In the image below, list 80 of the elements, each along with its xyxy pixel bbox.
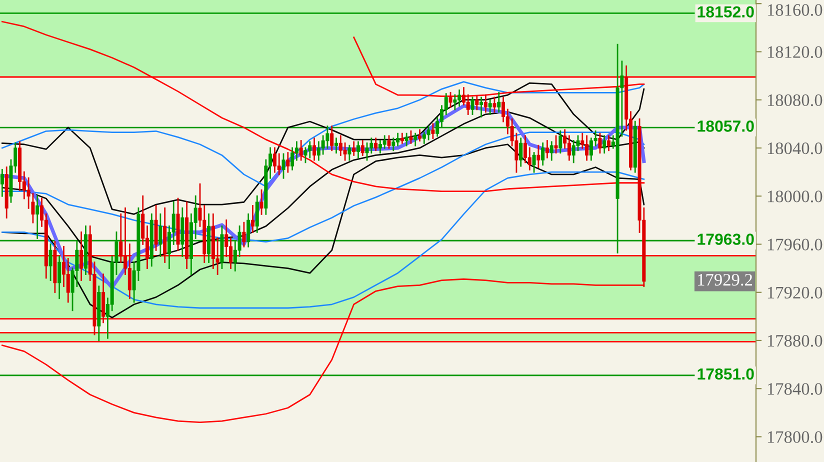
candlestick [387,135,391,149]
candlestick [312,138,316,161]
candlestick [370,138,374,154]
candlestick [484,94,488,113]
candlestick [528,147,532,170]
candlestick [497,92,501,113]
candlestick [400,132,404,144]
candlestick [470,96,474,115]
line-series [2,111,645,263]
candlestick [480,96,484,118]
candlestick [330,126,334,152]
candlestick [343,142,347,161]
line-series [2,171,645,309]
candlestick [304,147,308,164]
candlestick [414,132,418,146]
candlestick [554,135,558,154]
candlestick [360,140,364,156]
candlestick [250,205,254,233]
candlestick [277,153,281,176]
y-tick-label: 17800.0 [768,431,822,444]
candlestick [602,135,606,154]
candlestick [567,135,571,161]
candlestick [58,256,62,300]
candlestick [545,140,549,158]
candlestick [290,147,294,170]
candlestick [502,96,506,122]
line-series [2,81,645,188]
candlestick [448,92,452,108]
candlestick [404,132,408,146]
candlestick [348,144,352,161]
candlestick [242,222,246,248]
candlestick [392,138,396,152]
y-tick-label: 18160.0 [768,4,822,16]
candlestick [356,141,360,158]
y-tick-label: 17880.0 [768,334,822,347]
candlestick [334,138,338,154]
y-tick-label: 18120.0 [768,46,822,58]
candlestick [431,123,435,140]
candlestick [607,135,611,152]
candlestick [128,244,132,300]
y-tick-label: 18040.0 [768,142,822,154]
candlestick [0,168,4,197]
candlestick [532,152,536,173]
ref-line-label: 17963.0 [698,234,754,245]
candlestick [418,129,422,142]
candlestick [352,141,356,156]
candlestick [550,141,554,161]
candlestick [492,96,496,113]
candlestick [598,132,602,154]
candlestick [453,94,457,110]
ref-line-label: 18152.0 [698,6,754,18]
candlestick [48,244,52,282]
y-tick-label: 17960.0 [768,238,822,251]
candlestick [541,142,545,166]
candlestick [299,140,303,161]
candlestick [286,152,290,173]
candlestick [80,232,84,282]
candlestick [374,138,378,152]
line-series [2,82,645,215]
y-tick-label: 18080.0 [768,94,822,106]
candlestick [260,189,264,215]
candlestick [558,130,562,154]
ref-line-label: 17851.0 [698,368,754,380]
y-tick-label: 17840.0 [768,383,822,395]
candlestick [409,130,413,144]
candlestick [475,96,479,110]
candlestick [488,99,492,115]
y-tick-label: 17920.0 [768,286,822,299]
candlestick [466,94,470,115]
line-series [2,132,645,243]
ref-line-label: 18057.0 [698,120,754,132]
candlestick [282,153,286,179]
candlestick [536,144,540,168]
candlestick [66,258,70,303]
candlestick [572,140,576,164]
candlestick [321,135,325,155]
candlestick [382,135,386,149]
candlestick [519,138,523,167]
y-tick-label: 18000.0 [768,190,822,202]
annotation: 17929.2 [698,274,752,286]
